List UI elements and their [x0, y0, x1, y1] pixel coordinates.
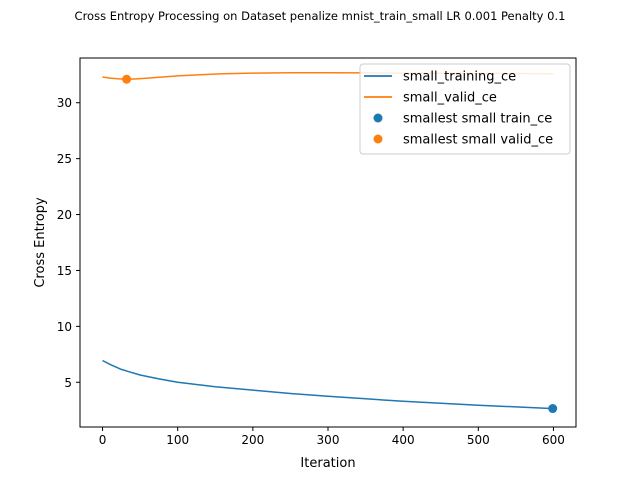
- x-tick-label-4: 400: [392, 433, 415, 447]
- y-axis-label: Cross Entropy: [33, 197, 48, 288]
- axis-ticks: 0 100 200 300 400 500 600 5 10 15 20 25 30: [57, 96, 565, 447]
- x-tick-label-6: 600: [542, 433, 565, 447]
- series-line-0: [102, 359, 554, 410]
- legend-swatch-2: [373, 113, 383, 123]
- legend: small_training_ce small_valid_ce smallest …: [359, 63, 571, 155]
- legend-label-3: smallest small valid_ce: [403, 133, 553, 148]
- x-tick-label-0: 0: [99, 433, 107, 447]
- y-tick-label-1: 10: [57, 320, 72, 334]
- y-tick-label-4: 25: [57, 152, 72, 166]
- y-tick-label-0: 5: [64, 376, 72, 390]
- y-tick-label-2: 15: [57, 264, 72, 278]
- legend-swatch-3: [373, 134, 383, 144]
- legend-label-2: smallest small train_ce: [403, 112, 552, 127]
- x-tick-label-5: 500: [467, 433, 490, 447]
- y-tick-label-5: 30: [57, 96, 72, 110]
- legend-box: [359, 63, 571, 155]
- y-tick-label-3: 20: [57, 208, 72, 222]
- x-axis-label: Iteration: [300, 456, 355, 471]
- x-tick-label-1: 100: [166, 433, 189, 447]
- legend-label-0: small_training_ce: [403, 70, 516, 85]
- legend-label-1: small_valid_ce: [403, 91, 497, 106]
- x-tick-label-2: 200: [241, 433, 264, 447]
- chart-title: Cross Entropy Processing on Dataset pena…: [75, 9, 566, 23]
- min-marker-0: [548, 404, 558, 414]
- min-marker-1: [122, 74, 132, 84]
- x-tick-label-3: 300: [317, 433, 340, 447]
